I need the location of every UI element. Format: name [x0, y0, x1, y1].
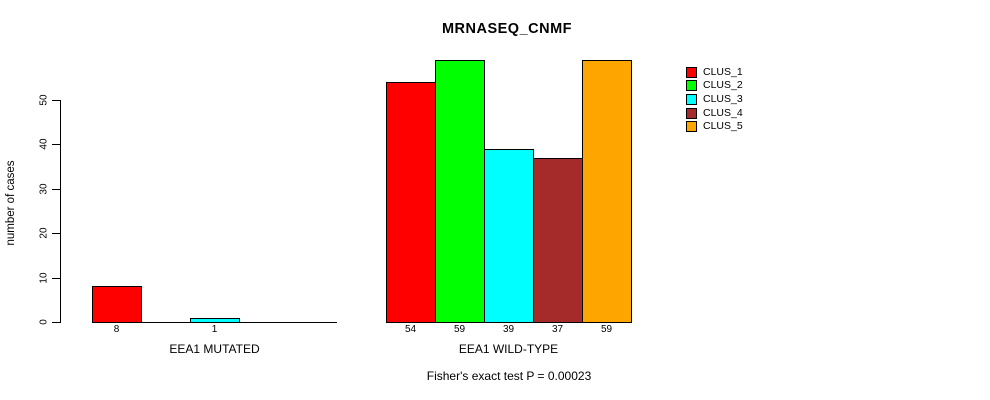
bar-value-label: 59: [600, 324, 613, 335]
bar-value-label: 8: [113, 324, 120, 335]
bar-value-label: 59: [453, 324, 466, 335]
legend-swatch-icon: [686, 121, 697, 133]
legend-item: CLUS_4: [686, 107, 743, 119]
y-axis-tick: [52, 233, 60, 235]
y-axis-tick-label: 50: [38, 94, 50, 106]
legend-item: CLUS_3: [686, 93, 743, 105]
bar-clus_2: [435, 60, 485, 323]
legend-swatch-icon: [686, 80, 697, 92]
bar-clus_3: [190, 318, 240, 323]
bar-clus_1: [92, 286, 142, 323]
legend-item-label: CLUS_1: [703, 65, 743, 78]
legend-item-label: CLUS_2: [703, 79, 743, 92]
y-axis-tick-label: 40: [38, 138, 50, 150]
legend-item: CLUS_5: [686, 121, 743, 133]
bar-value-label: 39: [502, 324, 515, 335]
bar-clus_4: [533, 158, 583, 323]
y-axis-tick: [52, 188, 60, 190]
bar-value-label: 54: [404, 324, 417, 335]
legend-item: CLUS_1: [686, 66, 743, 78]
y-axis-tick-label: 0: [38, 319, 50, 325]
bar-clus_5: [582, 60, 632, 323]
y-axis-tick-label: 20: [38, 227, 50, 239]
chart-title: MRNASEQ_CNMF: [441, 21, 573, 37]
y-axis-tick-label: 10: [38, 271, 50, 284]
legend-item: CLUS_2: [686, 80, 743, 92]
y-axis-tick: [52, 99, 60, 101]
legend-item-label: CLUS_4: [703, 106, 743, 119]
bar-clus_3: [484, 149, 534, 323]
y-axis-tick: [52, 277, 60, 279]
legend-swatch-icon: [686, 93, 697, 105]
bar-value-label: 37: [551, 324, 564, 335]
y-axis-tick-label: 30: [38, 183, 50, 195]
y-axis-tick: [52, 144, 60, 146]
legend-item-label: CLUS_3: [703, 92, 743, 105]
y-axis-label: number of cases: [5, 160, 17, 246]
caption-fishers-test: Fisher's exact test P = 0.00023: [426, 369, 592, 383]
legend-swatch-icon: [686, 66, 697, 78]
y-axis-tick: [52, 322, 60, 323]
bar-value-label: 1: [211, 324, 218, 335]
y-axis-line: [60, 99, 61, 323]
legend-swatch-icon: [686, 107, 697, 119]
bar-clus_1: [386, 82, 436, 323]
group-label: EEA1 WILD-TYPE: [458, 342, 559, 356]
legend-item-label: CLUS_5: [703, 120, 743, 133]
group-label: EEA1 MUTATED: [169, 342, 260, 356]
